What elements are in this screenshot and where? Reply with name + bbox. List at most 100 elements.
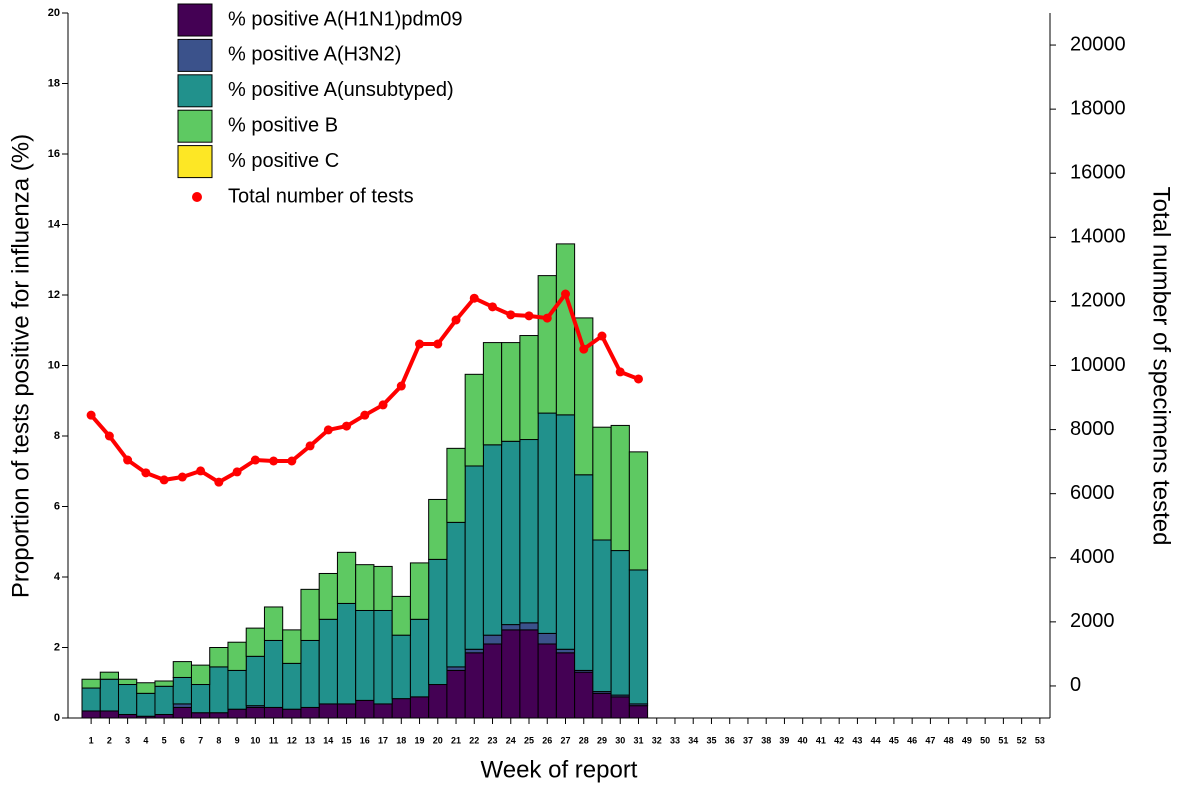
x-tick-label: 13 [305, 735, 315, 745]
x-tick-label: 40 [798, 735, 808, 745]
x-tick-label: 53 [1035, 735, 1045, 745]
x-tick-label: 28 [579, 735, 589, 745]
y-tick-label: 20 [48, 7, 60, 19]
bar-segment [409, 696, 430, 719]
x-tick-label: 21 [451, 735, 461, 745]
bar-segment [263, 606, 284, 641]
x-tick-label: 6 [180, 735, 185, 745]
line-point [524, 311, 534, 321]
bar-segment [501, 624, 521, 631]
bar-segment [482, 634, 503, 645]
bar-segment [209, 712, 229, 719]
x-tick-label: 37 [743, 735, 753, 745]
bar-segment [428, 498, 448, 560]
x-tick-label: 17 [378, 735, 388, 745]
bar-segment [172, 676, 192, 705]
bar-segment [318, 703, 338, 719]
bar-segment [245, 655, 265, 707]
bar-segment [99, 678, 119, 712]
line-point [360, 410, 370, 420]
bar-segment [227, 708, 247, 719]
bar-segment [519, 439, 539, 624]
x-tick-label: 16 [360, 735, 370, 745]
line-point [415, 339, 425, 349]
x-tick-label: 12 [287, 735, 297, 745]
bar-segment [209, 647, 229, 668]
bar-segment [154, 680, 174, 687]
legend-label: % positive A(H1N1)pdm09 [228, 8, 463, 30]
line-point [579, 344, 589, 354]
x-tick-label: 18 [396, 735, 406, 745]
bar-segment [464, 652, 484, 719]
x-tick-label: 50 [980, 735, 990, 745]
bar-segment [136, 682, 156, 694]
bar-segment [537, 632, 557, 645]
bar-segment [555, 243, 576, 416]
bar-segment [446, 447, 466, 523]
x-tick-label: 8 [216, 735, 221, 745]
bar-segment [99, 671, 119, 680]
line-point [177, 472, 187, 482]
x-tick-label: 5 [162, 735, 167, 745]
bar-segment [282, 662, 302, 710]
bar-segment [391, 698, 411, 719]
line-point [433, 339, 443, 349]
bar-segment [501, 629, 521, 719]
y-tick-label: 6 [54, 500, 60, 512]
bar-segment [336, 703, 357, 719]
line-point [104, 431, 114, 441]
line-point [232, 467, 242, 477]
bar-segment [555, 652, 576, 719]
bar-segment [282, 708, 302, 719]
y-tick-label: 2 [54, 641, 60, 653]
bar-segment [628, 451, 649, 571]
bar-segment [117, 684, 138, 715]
bar-segment [154, 685, 174, 715]
bar-segment [482, 643, 503, 719]
bar-segment [172, 661, 192, 678]
bar-segment [373, 565, 393, 611]
x-tick-label: 10 [250, 735, 260, 745]
x-tick-label: 46 [907, 735, 917, 745]
bar-segment [464, 465, 484, 650]
legend-label: % positive A(H3N2) [228, 44, 401, 66]
y2-tick-label: 4000 [1070, 546, 1115, 568]
legend-swatch [177, 145, 213, 179]
bar-segment [172, 703, 192, 708]
line-point [615, 367, 625, 377]
bar-segment [501, 440, 521, 626]
x-tick-label: 38 [761, 735, 771, 745]
bar-segment [209, 666, 229, 714]
bar-segment [446, 666, 466, 671]
y-tick-label: 8 [54, 430, 60, 442]
line-point [214, 477, 224, 487]
x-tick-label: 23 [488, 735, 498, 745]
x-tick-label: 7 [198, 735, 203, 745]
bar-segment [117, 713, 138, 719]
line-point [542, 313, 552, 323]
x-tick-label: 2 [107, 735, 112, 745]
line-point [506, 310, 516, 320]
bar-segment [154, 713, 174, 719]
bar-segment [482, 444, 503, 636]
x-tick-label: 42 [834, 735, 844, 745]
bar-segment [501, 342, 521, 442]
bar-segment [519, 622, 539, 631]
line-point [469, 293, 479, 303]
x-tick-label: 44 [871, 735, 881, 745]
bar-segment [555, 414, 576, 650]
bar-segment [355, 699, 375, 719]
x-tick-label: 14 [323, 735, 333, 745]
line-point [342, 421, 352, 431]
y-tick-label: 18 [48, 77, 60, 89]
y2-tick-label: 2000 [1070, 610, 1115, 632]
line-point [123, 455, 133, 465]
x-tick-label: 27 [560, 735, 570, 745]
y2-tick-label: 20000 [1070, 33, 1126, 55]
y-tick-label: 12 [48, 289, 60, 301]
y2-tick-label: 16000 [1070, 162, 1126, 184]
bar-segment [117, 678, 138, 686]
bar-segment [81, 710, 101, 719]
bar-segment [282, 629, 302, 664]
bar-segment [574, 317, 594, 476]
